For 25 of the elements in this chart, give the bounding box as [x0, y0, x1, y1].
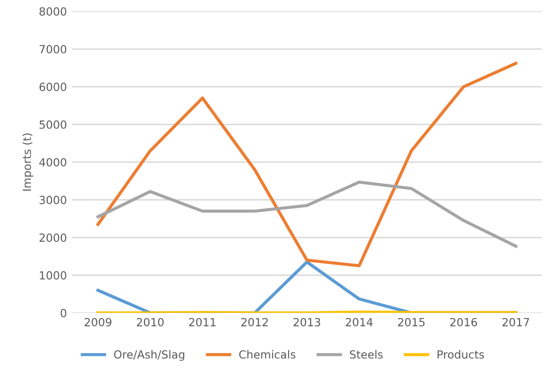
x-tick-label: 2013 [294, 318, 320, 326]
y-tick-label: 0 [60, 308, 66, 318]
x-tick-label: 2016 [450, 318, 478, 326]
y-tick-label: 3000 [40, 196, 66, 204]
line-series [96, 180, 518, 248]
x-tick-label: 2015 [398, 318, 425, 326]
y-tick-label: 2000 [40, 233, 66, 242]
y-tick-label: 1000 [40, 271, 66, 280]
x-tick-label: 2009 [84, 318, 112, 326]
legend-label: Products [438, 350, 484, 359]
line-series [96, 62, 518, 268]
x-tick-label: 2010 [136, 318, 164, 326]
legend-label: Ore/Ash/Slag [114, 350, 184, 361]
x-tick-label: 2014 [346, 318, 373, 326]
y-tick-label: 4000 [39, 158, 66, 166]
y-tick-label: 5000 [40, 120, 66, 129]
y-tick-label: 8000 [40, 7, 66, 16]
y-tick-label: 7000 [40, 44, 66, 54]
legend-label: Chemicals [239, 350, 296, 359]
x-tick-label: 2017 [502, 318, 530, 326]
y-axis-title: Imports (t) [22, 133, 34, 191]
y-tick-label: 6000 [40, 82, 66, 92]
legend-label: Steels [350, 350, 383, 359]
x-tick-label: 2011 [189, 318, 216, 326]
x-tick-label: 2012 [241, 318, 268, 326]
